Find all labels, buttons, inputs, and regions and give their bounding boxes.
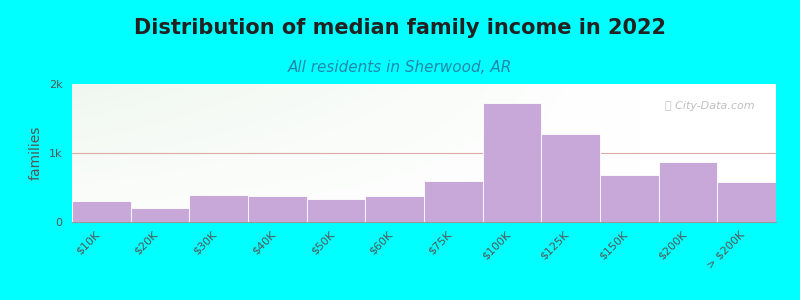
Bar [718,182,776,222]
Bar [130,208,190,222]
Bar [366,196,424,222]
Bar [248,196,306,222]
Bar [190,195,248,222]
Bar [658,162,718,222]
Text: ⓘ City-Data.com: ⓘ City-Data.com [666,100,755,111]
Bar [542,134,600,222]
Y-axis label: families: families [29,126,43,180]
Text: All residents in Sherwood, AR: All residents in Sherwood, AR [288,60,512,75]
Bar [306,199,366,222]
Bar [482,103,542,222]
Text: Distribution of median family income in 2022: Distribution of median family income in … [134,18,666,38]
Bar [424,181,482,222]
Bar [72,201,130,222]
Bar [600,175,658,222]
